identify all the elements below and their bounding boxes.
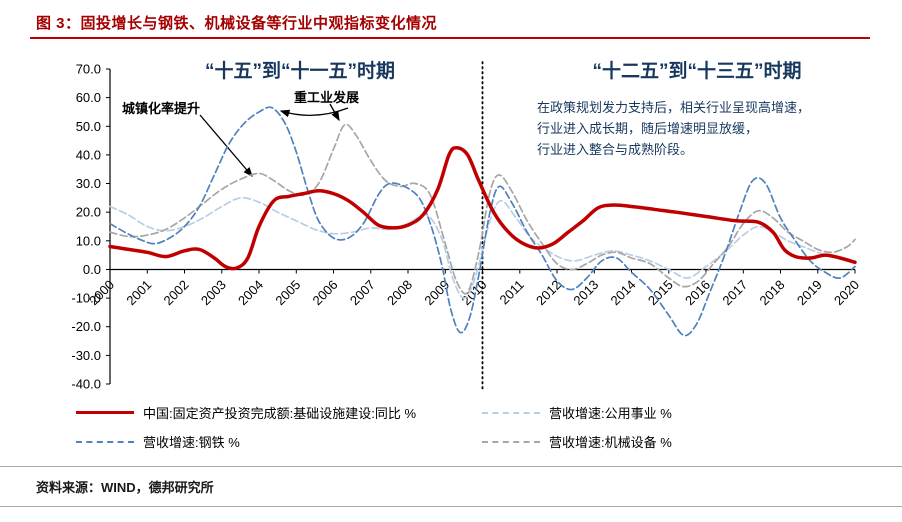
- x-tick-label: 2014: [608, 277, 639, 308]
- y-tick-label: -20.0: [71, 319, 101, 334]
- series-line-steel: [109, 106, 856, 337]
- x-tick-label: 2007: [347, 277, 378, 308]
- y-tick-label: 20.0: [76, 205, 101, 220]
- footer-rule-top: [0, 466, 902, 467]
- y-tick-label: 10.0: [76, 233, 101, 248]
- y-tick-label: 50.0: [76, 119, 101, 134]
- policy-note: 在政策规划发力支持后，相关行业呈现高增速， 行业进入成长期，随后增速明显放缓， …: [537, 97, 810, 160]
- legend-item-utilities: 营收增速:公用事业 %: [482, 403, 672, 422]
- x-tick-label: 2019: [794, 277, 825, 308]
- annotation-heavy-industry: 重工业发展: [294, 90, 360, 105]
- arrow-urbanization: [199, 114, 253, 177]
- y-tick-label: -40.0: [71, 377, 101, 392]
- footer-rule-bottom: [0, 506, 902, 507]
- y-tick-label: -30.0: [71, 348, 101, 363]
- period-label-left: “十五”到“十一五”时期: [204, 61, 395, 82]
- chart-canvas: 70.0 60.0 50.0 40.0 30.0 20.0 10.0 0.0 -10.0 -20.…: [71, 61, 862, 392]
- arrow-heavy-industry-left: [279, 107, 349, 118]
- x-tick-label: 2006: [310, 277, 341, 308]
- y-tick-label: 0.0: [83, 262, 101, 277]
- figure-title: 图 3：固投增长与钢铁、机械设备等行业中观指标变化情况: [36, 15, 438, 32]
- x-tick-label: 2002: [161, 277, 192, 308]
- period-label-right: “十二五”到“十三五”时期: [592, 61, 802, 82]
- legend-item-infrastructure: 中国:固定资产投资完成额:基础设施建设:同比 %: [76, 403, 482, 422]
- x-tick-label: 2017: [719, 277, 750, 308]
- y-tick-label: 30.0: [76, 176, 101, 191]
- policy-note-line: 行业进入成长期，随后增速明显放缓，: [537, 121, 759, 137]
- x-tick-label: 2020: [831, 277, 862, 308]
- x-tick-label: 2012: [533, 277, 564, 308]
- legend-swatch-infrastructure: [76, 411, 134, 414]
- policy-note-line: 行业进入整合与成熟阶段。: [537, 142, 694, 158]
- source-text: 资料来源：WIND，德邦研究所: [36, 480, 214, 495]
- x-tick-label: 2001: [123, 277, 154, 308]
- legend-label-machinery: 营收增速:机械设备 %: [549, 435, 672, 450]
- x-tick-label: 2011: [497, 277, 527, 307]
- legend-label-utilities: 营收增速:公用事业 %: [549, 406, 672, 421]
- y-tick-label: -10.0: [71, 291, 101, 306]
- title-underline: [30, 37, 870, 39]
- annotation-urbanization: 城镇化率提升: [122, 101, 201, 116]
- legend-label-infrastructure: 中国:固定资产投资完成额:基础设施建设:同比 %: [143, 406, 417, 421]
- y-tick-label: 40.0: [76, 147, 101, 162]
- arrow-heavy-industry-down: [329, 103, 340, 122]
- x-tick-label: 2013: [570, 277, 601, 308]
- legend-swatch-steel: [76, 440, 134, 443]
- policy-note-line: 在政策规划发力支持后，相关行业呈现高增速，: [537, 100, 811, 115]
- series-line-infrastructure: [108, 146, 857, 271]
- legend-swatch-utilities: [482, 411, 540, 414]
- legend-label-steel: 营收增速:钢铁 %: [143, 435, 240, 450]
- x-tick-label: 2004: [235, 277, 266, 308]
- legend-swatch-machinery: [482, 440, 540, 443]
- series-line-machinery: [109, 123, 856, 295]
- chart-legend: 中国:固定资产投资完成额:基础设施建设:同比 % 营收增速:公用事业 % 营收增…: [76, 403, 672, 451]
- legend-item-steel: 营收增速:钢铁 %: [76, 432, 482, 451]
- x-tick-label: 2005: [272, 277, 303, 308]
- legend-item-machinery: 营收增速:机械设备 %: [482, 432, 672, 451]
- x-tick-label: 2018: [757, 277, 788, 308]
- y-tick-label: 70.0: [76, 62, 101, 77]
- x-tick-label: 2003: [198, 277, 229, 308]
- x-tick-label: 2008: [384, 277, 415, 308]
- x-tick-label: 2000: [86, 277, 117, 308]
- series-line-utilities: [109, 196, 856, 299]
- y-tick-label: 60.0: [76, 90, 101, 105]
